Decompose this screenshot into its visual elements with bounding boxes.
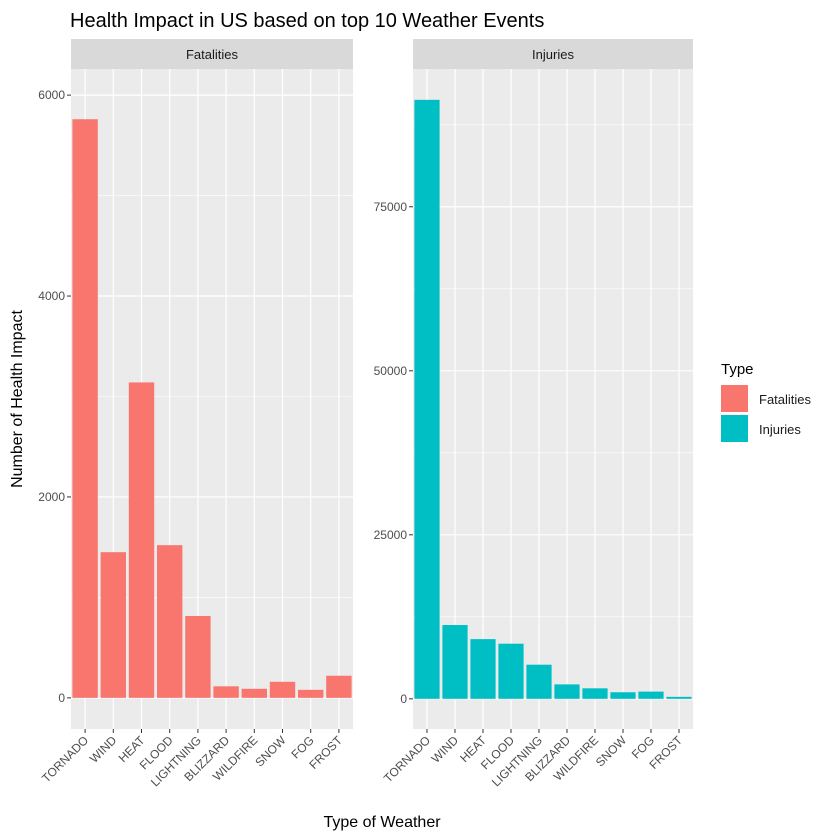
panel-fatalities: Fatalities0200040006000TORNADOWINDHEATFL…	[38, 39, 353, 789]
x-tick-label: SNOW	[252, 733, 289, 770]
legend-key-injuries	[721, 415, 748, 442]
panel-injuries: Injuries0250005000075000TORNADOWINDHEATF…	[374, 39, 693, 789]
y-tick-label: 0	[400, 692, 407, 706]
facet-panels: Fatalities0200040006000TORNADOWINDHEATFL…	[38, 39, 693, 789]
y-tick-label: 25000	[374, 528, 408, 542]
bar-lightning	[185, 615, 211, 698]
facet-strip-label: Fatalities	[186, 47, 239, 62]
bar-blizzard	[213, 686, 239, 698]
bar-frost	[666, 696, 692, 699]
bar-snow	[610, 692, 636, 699]
bar-fog	[638, 691, 664, 699]
bar-frost	[326, 675, 352, 698]
x-axis-title: Type of Weather	[323, 814, 441, 831]
bar-heat	[128, 382, 155, 698]
bar-heat	[470, 639, 496, 699]
y-tick-label: 4000	[38, 289, 65, 303]
legend: Type Fatalities Injuries	[721, 361, 812, 442]
bar-wind	[442, 625, 468, 699]
y-tick-label: 75000	[374, 200, 408, 214]
y-tick-label: 50000	[374, 364, 408, 378]
bar-wildfire	[241, 688, 267, 698]
bar-wildfire	[582, 688, 608, 699]
bar-flood	[157, 545, 183, 698]
x-tick-label: TORNADO	[39, 733, 91, 785]
bar-tornado	[72, 119, 98, 698]
bar-lightning	[526, 664, 552, 699]
y-tick-label: 0	[58, 691, 65, 705]
facet-strip	[413, 39, 693, 69]
bar-wind	[100, 552, 126, 698]
y-tick-label: 6000	[38, 88, 65, 102]
x-tick-label: SNOW	[593, 733, 630, 770]
x-tick-label: TORNADO	[381, 733, 433, 785]
facet-strip-label: Injuries	[532, 47, 574, 62]
bar-blizzard	[554, 684, 580, 699]
y-axis-title: Number of Health Impact	[9, 310, 26, 488]
bar-fog	[298, 689, 324, 698]
panel-background	[413, 69, 693, 729]
x-tick-label: WIND	[429, 733, 462, 766]
legend-label-injuries: Injuries	[759, 422, 801, 437]
facet-strip	[71, 39, 353, 69]
legend-title: Type	[721, 361, 754, 378]
chart-title: Health Impact in US based on top 10 Weat…	[70, 10, 544, 32]
bar-tornado	[414, 99, 440, 699]
y-tick-label: 2000	[38, 490, 65, 504]
legend-key-fatalities	[721, 385, 748, 412]
x-tick-label: WIND	[87, 733, 120, 766]
legend-label-fatalities: Fatalities	[759, 392, 812, 407]
bar-snow	[269, 681, 296, 698]
bar-flood	[498, 643, 524, 699]
